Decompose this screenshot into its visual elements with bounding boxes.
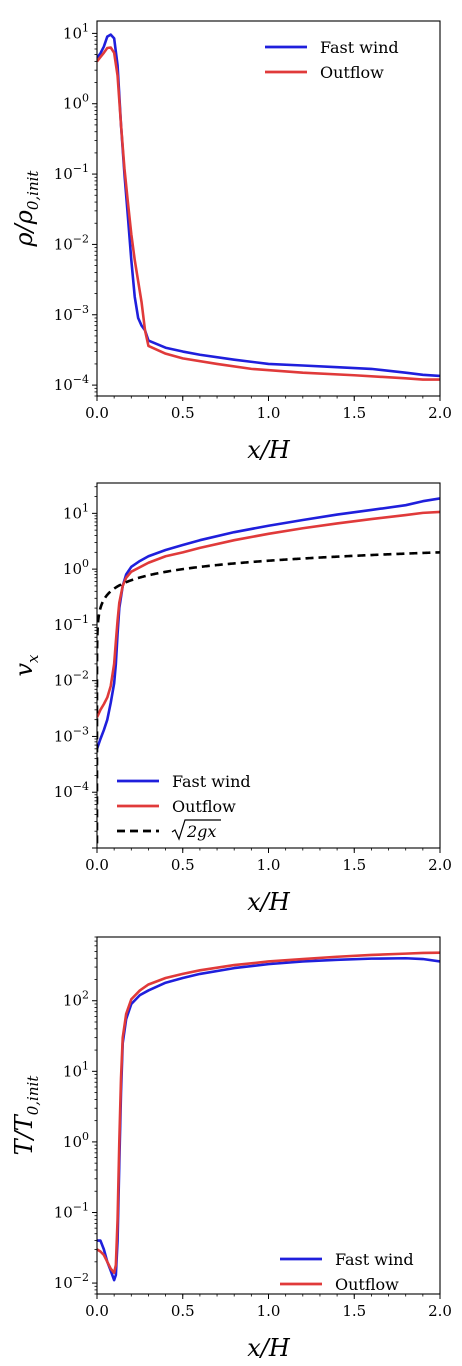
y-tick-label: 10−2 <box>54 1271 89 1292</box>
plot-frame <box>96 482 441 849</box>
x-tick-label: 2.0 <box>428 856 452 874</box>
series-line-2 <box>97 951 440 1275</box>
series-line-2 <box>97 46 440 381</box>
y-tick-label: 102 <box>63 989 89 1010</box>
y-tick-label: 100 <box>63 92 89 113</box>
chart-panel-2: 0.0 0.5 1.0 1.5 2.0 101 100 10−1 10−2 10−3 10−4 x/H… <box>10 482 452 916</box>
y-tick-label: 10−1 <box>54 162 89 183</box>
x-tick-label: 0.0 <box>85 1302 109 1320</box>
x-tick-label: 1.5 <box>342 1302 366 1320</box>
series-line-2 <box>97 510 440 718</box>
series-line-1 <box>97 33 440 378</box>
y-axis-label: ρ/ρ0,init <box>10 170 42 248</box>
legend-label: Outflow <box>172 797 236 816</box>
legend-label: 2gx <box>186 822 216 841</box>
legend-label: Outflow <box>320 63 384 82</box>
x-tick-label: 1.0 <box>257 404 281 422</box>
series-line-1 <box>97 497 440 750</box>
x-tick-label: 0.5 <box>171 856 195 874</box>
y-tick-label: 10−4 <box>54 780 89 801</box>
legend-label: Outflow <box>335 1275 399 1294</box>
y-tick-label: 101 <box>63 501 89 522</box>
y-tick-label: 100 <box>63 557 89 578</box>
chart-panel-1: 0.0 0.5 1.0 1.5 2.0 101 100 10−1 10−2 10−3 10−4 x/H… <box>10 20 452 464</box>
y-tick-label: 101 <box>63 1059 89 1080</box>
legend: Fast wind Outflow <box>280 1250 414 1294</box>
y-tick-label: 10−2 <box>54 232 89 253</box>
legend: Fast wind Outflow <box>265 38 399 82</box>
legend-label: Fast wind <box>335 1250 414 1269</box>
y-tick-label: 10−4 <box>54 373 89 394</box>
y-axis-label: vx <box>10 654 42 677</box>
x-axis-label: x/H <box>247 436 291 464</box>
x-tick-label: 0.0 <box>85 404 109 422</box>
legend: Fast wind Outflow 2gx <box>117 772 251 841</box>
x-tick-label: 2.0 <box>428 1302 452 1320</box>
x-tick-label: 2.0 <box>428 404 452 422</box>
y-axis-label: T/T0,init <box>10 1075 42 1156</box>
y-tick-label: 10−1 <box>54 1200 89 1221</box>
y-tick-label: 10−1 <box>54 613 89 634</box>
x-tick-label: 0.5 <box>171 404 195 422</box>
series-line-1 <box>97 956 440 1282</box>
legend-label: Fast wind <box>172 772 251 791</box>
x-tick-label: 1.5 <box>342 404 366 422</box>
x-tick-label: 1.5 <box>342 856 366 874</box>
y-tick-label: 10−2 <box>54 669 89 690</box>
x-tick-label: 0.0 <box>85 856 109 874</box>
x-axis-label: x/H <box>247 1334 291 1362</box>
series-line-3 <box>97 551 440 848</box>
sqrt-sign <box>171 819 221 841</box>
y-tick-label: 101 <box>63 21 89 42</box>
y-tick-label: 100 <box>63 1130 89 1151</box>
x-tick-label: 0.5 <box>171 1302 195 1320</box>
x-tick-label: 1.0 <box>257 856 281 874</box>
x-axis-label: x/H <box>247 888 291 916</box>
legend-label: Fast wind <box>320 38 399 57</box>
y-tick-label: 10−3 <box>54 724 89 745</box>
y-tick-label: 10−3 <box>54 303 89 324</box>
x-tick-label: 1.0 <box>257 1302 281 1320</box>
chart-panel-3: 0.0 0.5 1.0 1.5 2.0 102 101 100 10−1 10−2 x/H T/T0,… <box>10 936 452 1362</box>
